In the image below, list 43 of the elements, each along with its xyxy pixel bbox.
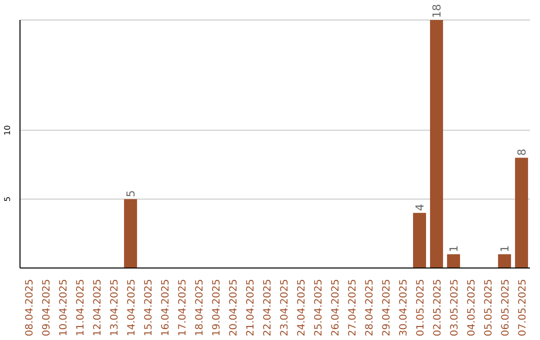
- x-tick-label: 04.05.2025: [466, 279, 478, 336]
- x-tick-label: 29.04.2025: [382, 279, 392, 336]
- x-tick-label: 24.04.2025: [296, 279, 308, 336]
- x-tick-label: 19.04.2025: [212, 279, 222, 336]
- bar: [413, 212, 426, 268]
- bar: [498, 254, 512, 268]
- x-tick-label: 07.05.2025: [518, 279, 528, 336]
- x-tick-label: 18.04.2025: [194, 279, 206, 336]
- x-tick-label: 01.05.2025: [416, 279, 426, 336]
- data-label: 8: [516, 148, 529, 156]
- x-tick-label: 14.04.2025: [126, 279, 138, 336]
- x-tick-label: 12.04.2025: [92, 279, 104, 336]
- x-tick-label: 28.04.2025: [364, 279, 376, 336]
- x-tick-label: 16.04.2025: [160, 279, 172, 336]
- x-tick-label: 09.04.2025: [42, 279, 52, 336]
- data-label: 5: [124, 190, 138, 198]
- bar: [447, 254, 460, 268]
- y-tick-label: 10: [3, 125, 12, 136]
- x-tick-label: 08.04.2025: [24, 279, 36, 336]
- x-tick-label: 06.05.2025: [500, 279, 512, 336]
- x-tick-label: 03.05.2025: [450, 279, 460, 336]
- x-tick-label: 21.04.2025: [246, 279, 256, 336]
- x-tick-label: 25.04.2025: [314, 279, 324, 336]
- x-tick-label: 20.04.2025: [228, 279, 240, 336]
- x-tick-label: 11.04.2025: [76, 279, 86, 336]
- x-tick-label: 22.04.2025: [262, 279, 274, 336]
- x-tick-label: 13.04.2025: [110, 279, 120, 336]
- data-label: 18: [430, 4, 444, 18]
- x-tick-label: 15.04.2025: [144, 279, 154, 336]
- data-label: 4: [414, 204, 427, 211]
- x-tick-label: 26.04.2025: [330, 279, 342, 336]
- data-label: 1: [448, 245, 461, 252]
- x-tick-label: 30.04.2025: [398, 279, 410, 336]
- x-tick-label: 23.04.2025: [280, 279, 290, 336]
- x-tick-label: 10.04.2025: [58, 279, 70, 336]
- x-tick-label: 27.04.2025: [348, 279, 358, 336]
- x-tick-label: 17.04.2025: [178, 279, 188, 336]
- x-tick-label: 02.05.2025: [432, 279, 444, 336]
- data-label: 1: [498, 245, 512, 252]
- x-tick-label: 05.05.2025: [484, 279, 494, 336]
- bar: [515, 158, 528, 268]
- bar: [430, 20, 444, 268]
- bar: [124, 199, 138, 268]
